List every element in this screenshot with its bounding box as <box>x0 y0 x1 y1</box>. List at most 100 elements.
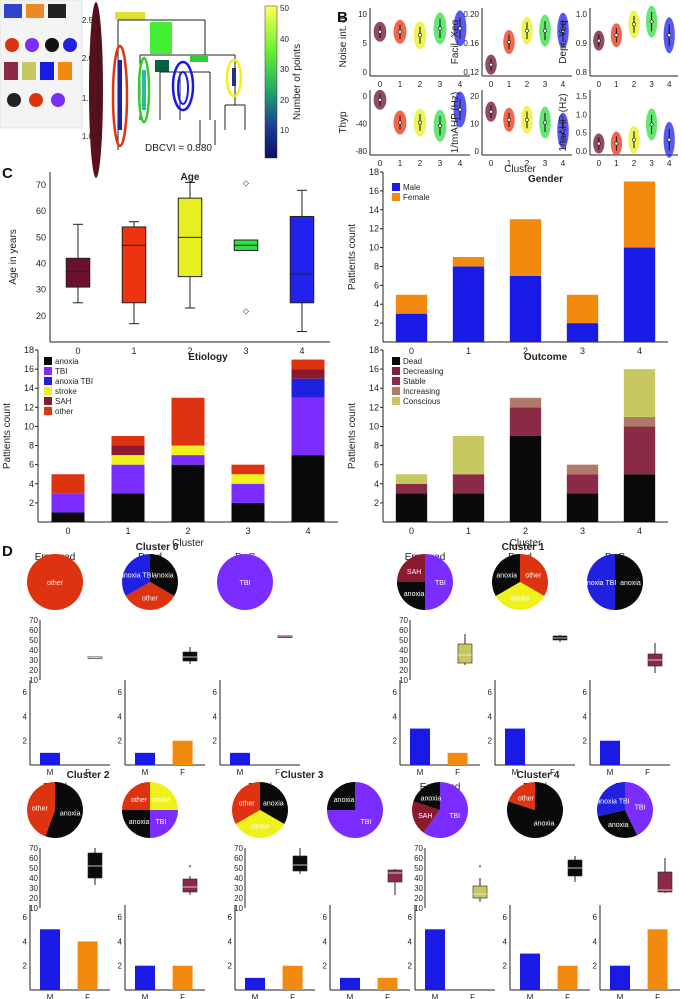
mini-bar-tick: 6 <box>393 688 398 697</box>
mini-bar-tick: 4 <box>488 712 493 721</box>
mini-bar-tick: 4 <box>118 937 123 946</box>
age-x-tick: 1 <box>131 346 136 356</box>
pie-slice <box>508 782 535 810</box>
mini-box-tick: 70 <box>234 844 243 853</box>
bar-y-tick: 18 <box>369 345 379 355</box>
age-box <box>65 257 91 288</box>
bar-y-tick: 6 <box>374 280 379 290</box>
bar-x-tick: 3 <box>580 526 585 536</box>
mini-bar-label: M <box>617 993 624 999</box>
mini-bar-label: M <box>512 768 519 777</box>
pie-label: other <box>32 805 49 812</box>
violin-median <box>418 33 422 38</box>
legend-swatch <box>392 367 400 375</box>
mini-bar-label: M <box>527 993 534 999</box>
violin-y-label: Facil. Xeq <box>450 20 461 64</box>
bar-segment <box>509 407 542 436</box>
pie-slice <box>217 554 273 610</box>
bar-segment <box>452 257 485 267</box>
legend-swatch <box>392 397 400 405</box>
mini-box <box>182 651 198 662</box>
bar-segment <box>51 474 85 494</box>
pie-label: anoxia <box>496 572 517 579</box>
mini-bar-tick: 6 <box>23 688 28 697</box>
pie-label: TBI <box>155 819 166 826</box>
violin-x-tick: 2 <box>525 80 530 89</box>
mini-bar-label: M <box>47 768 54 777</box>
mini-bar-tick: 4 <box>118 712 123 721</box>
pie-label: stroke <box>250 823 269 830</box>
violin-median <box>596 141 601 146</box>
mini-box-tick: 20 <box>29 894 38 903</box>
violin-y-tick: 0 <box>363 92 368 101</box>
mini-box-tick: 60 <box>234 854 243 863</box>
dendrogram: 2.5 2.0 1.5 1.0 <box>82 10 246 150</box>
pie-slice <box>423 782 469 839</box>
pie-slice <box>327 782 355 810</box>
mini-box-tick: 70 <box>399 616 408 625</box>
thumbnail-grid <box>0 0 83 129</box>
panel-label-c: C <box>2 165 13 182</box>
mini-bar-label: F <box>385 993 390 999</box>
bar-segment <box>171 455 205 465</box>
panel-label-b: B <box>337 9 348 26</box>
pie-label: anoxia <box>620 580 641 587</box>
violin-y-label: 1/tsAHP (Hz) <box>558 93 569 151</box>
pie-label: stroke <box>510 595 529 602</box>
mini-bar-tick: 2 <box>408 962 413 971</box>
bar-segment <box>509 219 542 276</box>
mini-box <box>182 878 198 893</box>
legend-label: anoxia TBI <box>55 377 93 386</box>
violin-median <box>507 40 511 44</box>
violin-x-tick: 3 <box>438 80 443 89</box>
mini-bar-tick: 4 <box>503 937 508 946</box>
legend-swatch <box>392 183 400 191</box>
bar-x-tick: 2 <box>523 526 528 536</box>
bar-y-tick: 14 <box>24 383 34 393</box>
violin-x-tick: 2 <box>418 80 423 89</box>
violin-median <box>596 38 601 43</box>
bar-segment <box>395 474 428 484</box>
bar-y-tick: 4 <box>374 479 379 489</box>
bar-y-tick: 18 <box>24 345 34 355</box>
bar-segment <box>566 294 599 324</box>
violin-median <box>378 97 382 102</box>
violin-x-tick: 2 <box>418 159 423 168</box>
mini-bar <box>447 752 468 765</box>
bar-y-tick: 12 <box>24 402 34 412</box>
bar-segment <box>231 483 265 503</box>
bar-segment <box>291 455 325 522</box>
mini-box-tick: 30 <box>29 656 38 665</box>
violin-x-tick: 0 <box>378 80 383 89</box>
pie-label: anoxia <box>153 572 174 579</box>
violin-median <box>418 120 422 125</box>
age-x-tick: 4 <box>299 346 304 356</box>
bar-title: Etiology <box>188 352 228 363</box>
legend-label: Increasing <box>403 387 440 396</box>
mini-bar-label: M <box>347 993 354 999</box>
mini-bar <box>557 965 578 990</box>
pie-slice <box>150 554 179 596</box>
violin-x-tick: 3 <box>649 159 654 168</box>
bar-y-tick: 6 <box>374 460 379 470</box>
age-x-tick: 0 <box>75 346 80 356</box>
mini-bar <box>647 929 668 990</box>
bar-y-tick: 12 <box>369 224 379 234</box>
mini-bar-tick: 4 <box>593 937 598 946</box>
age-y-tick: 30 <box>36 285 46 295</box>
mini-bar <box>135 752 155 765</box>
violin-median <box>543 28 547 33</box>
mini-bar <box>340 977 360 990</box>
violin-y-tick: 0 <box>475 147 480 156</box>
bar-x-tick: 0 <box>409 346 414 356</box>
legend-label: Conscious <box>403 397 440 406</box>
pie-label: other <box>525 572 542 579</box>
pie-label: TBI <box>635 805 646 812</box>
violin-median <box>632 22 636 27</box>
violin-median <box>525 28 529 33</box>
mini-bar-label: F <box>565 993 570 999</box>
mini-box-tick: 60 <box>399 626 408 635</box>
mini-bar-tick: 2 <box>583 737 588 746</box>
violin-x-tick: 4 <box>458 80 463 89</box>
